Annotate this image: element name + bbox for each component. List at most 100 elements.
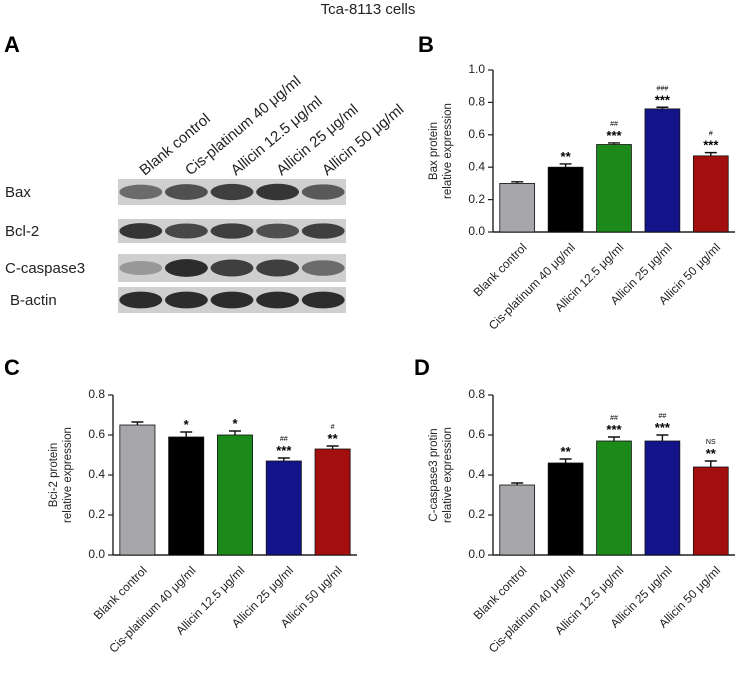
significance-stars: *** <box>276 443 292 458</box>
bar <box>596 144 632 233</box>
error-bar <box>511 482 524 485</box>
y-tick-label: 0.4 <box>468 159 485 173</box>
error-bar <box>608 436 620 441</box>
panel-label: D <box>414 355 430 380</box>
bar <box>314 448 351 556</box>
bar <box>644 440 681 556</box>
y-tick-label: 1.0 <box>468 62 485 76</box>
y-tick-label: 0.6 <box>88 427 105 441</box>
y-axis-label: Bax protein <box>428 122 440 180</box>
blot-band <box>164 223 208 239</box>
error-bar <box>656 434 669 441</box>
blot-band <box>210 183 254 201</box>
blot-band <box>256 259 300 277</box>
blot-band <box>256 291 300 309</box>
significance-hash: ## <box>610 415 618 422</box>
y-tick-label: 0.0 <box>468 547 485 561</box>
y-tick-label: 0.6 <box>468 427 485 441</box>
significance-hash: NS <box>706 439 716 446</box>
bar <box>265 460 302 556</box>
significance-stars: ** <box>706 446 717 461</box>
blot-band <box>210 259 254 277</box>
bar <box>692 155 729 233</box>
x-tick-label: Cis-platinum 40 μg/ml <box>486 563 578 655</box>
error-bar <box>131 421 144 425</box>
error-bar <box>511 181 524 184</box>
significance-stars: * <box>232 416 238 431</box>
bar <box>644 108 681 233</box>
bar <box>547 462 584 556</box>
blot-band <box>256 223 300 239</box>
error-bar <box>180 431 193 437</box>
y-tick-label: 0.2 <box>468 507 485 521</box>
significance-hash: ## <box>280 436 288 443</box>
panel-label: C <box>4 355 20 380</box>
error-bar <box>559 163 572 168</box>
protein-label: Bax <box>5 184 31 201</box>
significance-hash: ## <box>659 413 667 420</box>
y-axis-label: relative expression <box>442 103 454 199</box>
blot-band <box>119 184 163 200</box>
y-tick-label: 0.8 <box>468 387 485 401</box>
bar <box>547 166 584 233</box>
significance-stars: *** <box>606 422 622 437</box>
y-tick-label: 0.4 <box>88 467 105 481</box>
x-tick-label: Cis-platinum 40 μg/ml <box>486 240 578 332</box>
significance-hash: # <box>331 424 335 431</box>
error-bar <box>704 151 717 156</box>
significance-stars: ** <box>561 444 572 459</box>
bar <box>499 182 536 233</box>
blot-band <box>164 259 208 277</box>
protein-label: Bcl-2 <box>5 223 39 240</box>
y-tick-label: 0.0 <box>88 547 105 561</box>
significance-stars: ** <box>328 431 339 446</box>
significance-hash: ## <box>610 121 618 128</box>
bar <box>692 466 729 556</box>
panel-label: B <box>418 32 434 57</box>
error-bar <box>704 460 717 467</box>
protein-label: C-caspase3 <box>5 260 85 277</box>
significance-stars: * <box>184 417 190 432</box>
panel-label: A <box>4 32 20 57</box>
error-bar <box>559 458 572 463</box>
y-tick-label: 0.0 <box>468 224 485 238</box>
error-bar <box>277 457 290 461</box>
blot-band <box>301 260 345 276</box>
y-tick-label: 0.2 <box>88 507 105 521</box>
y-tick-label: 0.2 <box>468 192 485 206</box>
blot-band <box>119 260 163 276</box>
figure-title: Tca-8113 cells <box>321 1 416 18</box>
y-tick-label: 0.4 <box>468 467 485 481</box>
significance-hash: ### <box>657 85 669 92</box>
bar <box>168 436 205 556</box>
y-tick-label: 0.8 <box>88 387 105 401</box>
error-bar <box>656 106 669 109</box>
lane-label: Allicin 50 μg/ml <box>319 101 407 179</box>
blot-band <box>119 291 163 309</box>
y-axis-label: C-caspase3 protin <box>428 428 440 521</box>
bar <box>217 434 253 556</box>
blot-band <box>210 291 254 309</box>
blot-band <box>301 184 345 200</box>
error-bar <box>229 430 241 435</box>
y-tick-label: 0.8 <box>468 95 485 109</box>
y-tick-label: 0.6 <box>468 127 485 141</box>
significance-stars: *** <box>606 128 622 143</box>
significance-stars: ** <box>561 149 572 164</box>
y-axis-label: relative expression <box>62 427 74 523</box>
protein-label: B-actin <box>10 292 57 309</box>
significance-stars: *** <box>703 138 719 153</box>
blot-band <box>164 184 208 200</box>
bar <box>596 440 632 556</box>
blot-band <box>210 223 254 239</box>
significance-stars: *** <box>655 420 671 435</box>
bar <box>499 484 536 556</box>
y-axis-label: relative expression <box>442 427 454 523</box>
blot-band <box>256 183 300 201</box>
blot-band <box>301 223 345 239</box>
blot-band <box>119 223 163 239</box>
x-tick-label: Cis-platinum 40 μg/ml <box>106 563 198 655</box>
significance-hash: # <box>709 131 713 138</box>
bar <box>119 424 156 556</box>
